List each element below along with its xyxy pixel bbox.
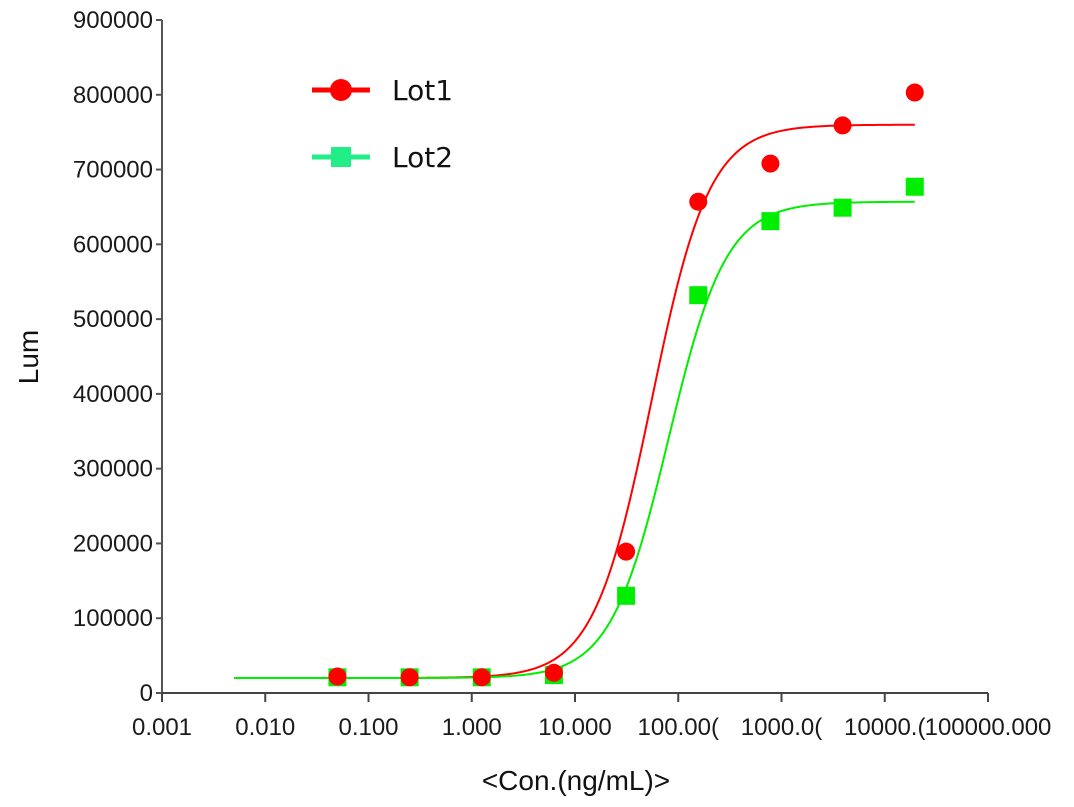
legend-item-lot1: Lot1 xyxy=(312,74,453,107)
x-tick-label: 0.001 xyxy=(132,714,192,741)
y-tick-label: 900000 xyxy=(73,7,153,34)
y-tick-label: 0 xyxy=(140,680,153,707)
point-lot1 xyxy=(833,116,852,135)
fit-curves xyxy=(234,123,915,680)
y-tick-label: 800000 xyxy=(73,82,153,109)
point-lot2 xyxy=(617,586,636,605)
y-tick-label: 100000 xyxy=(73,605,153,632)
x-tick-label: 10.000 xyxy=(538,714,611,741)
x-tick-label: 10000.( xyxy=(844,714,925,741)
x-tick-label: 1000.0( xyxy=(741,714,822,741)
y-tick-label: 400000 xyxy=(73,381,153,408)
fit-curve-lot2 xyxy=(234,200,915,680)
x-tick-label: 1.000 xyxy=(442,714,502,741)
y-tick-label: 500000 xyxy=(73,306,153,333)
y-axis-title: Lum xyxy=(13,330,44,384)
x-axis-title: <Con.(ng/mL)> xyxy=(482,765,670,796)
point-lot2 xyxy=(833,198,852,217)
legend-square-marker-icon xyxy=(331,147,351,167)
point-lot1 xyxy=(905,83,924,102)
x-tick-label: 0.010 xyxy=(235,714,295,741)
point-lot2 xyxy=(761,212,780,231)
y-tick-label: 600000 xyxy=(73,231,153,258)
legend-label: Lot2 xyxy=(392,141,453,174)
x-tick-label: 100000.000 xyxy=(925,714,1052,741)
point-lot2 xyxy=(905,177,924,196)
x-tick-label: 100.00( xyxy=(638,714,719,741)
y-tick-label: 300000 xyxy=(73,456,153,483)
x-tick-label: 0.100 xyxy=(338,714,398,741)
point-lot1 xyxy=(328,667,347,686)
y-tick-label: 200000 xyxy=(73,530,153,557)
data-points xyxy=(328,83,924,687)
legend-label: Lot1 xyxy=(392,74,453,107)
legend-circle-marker-icon xyxy=(330,79,352,101)
point-lot1 xyxy=(400,668,419,687)
point-lot1 xyxy=(544,663,563,682)
point-lot1 xyxy=(761,154,780,173)
point-lot1 xyxy=(617,542,636,561)
legend-item-lot2: Lot2 xyxy=(312,141,453,174)
legend: Lot1 Lot2 xyxy=(312,74,453,174)
y-tick-label: 700000 xyxy=(73,157,153,184)
point-lot1 xyxy=(689,192,708,211)
axes: 0 100000 200000 300000 400000 500000 600000 700… xyxy=(73,7,1051,741)
fit-curve-lot1 xyxy=(234,123,915,680)
point-lot1 xyxy=(472,668,491,687)
point-lot2 xyxy=(689,286,708,305)
